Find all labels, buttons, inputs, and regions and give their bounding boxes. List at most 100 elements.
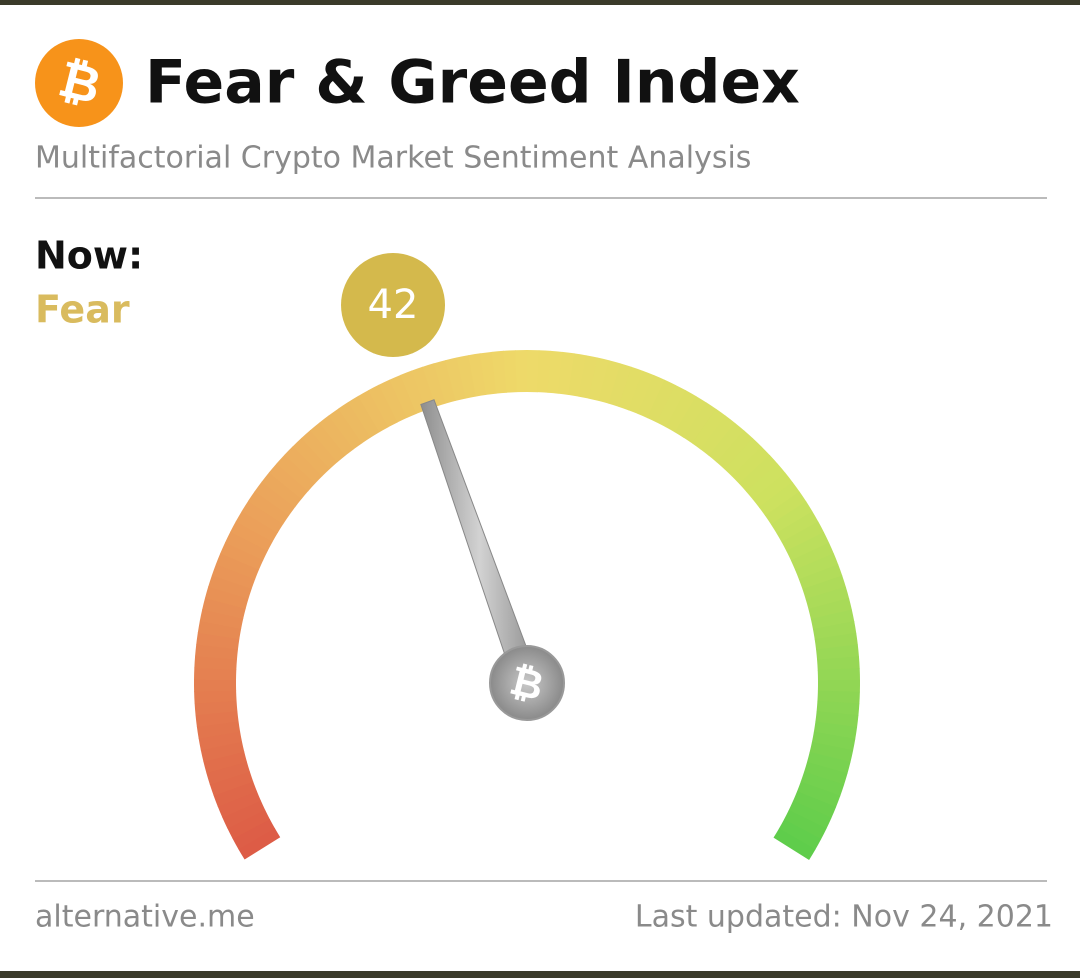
needle-hub: [489, 645, 565, 721]
gauge-arc: [479, 351, 497, 395]
gauge-arc: [194, 655, 237, 670]
gauge-arc: [568, 353, 587, 397]
gauge-arc: [628, 370, 655, 415]
gauge-arc: [598, 360, 621, 404]
gauge-arc: [815, 711, 859, 728]
source: alternative.me: [35, 900, 255, 935]
gauge-arc: [247, 491, 290, 525]
gauge-arc: [758, 481, 800, 517]
gauge-arc: [647, 379, 676, 423]
gauge-arc: [656, 384, 687, 428]
gauge-arc: [608, 363, 633, 407]
gauge-arc: [816, 644, 859, 661]
gauge-arc: [319, 415, 354, 456]
gauge-arc: [786, 531, 830, 561]
gauge-arc: [817, 668, 860, 681]
gauge-arc: [301, 430, 338, 470]
gauge-arc: [213, 781, 257, 807]
gauge-arc: [770, 501, 813, 534]
gauge-arc: [347, 395, 380, 438]
gauge-arc: [284, 446, 323, 484]
gauge-arc: [202, 597, 246, 619]
gauge-arc: [338, 401, 371, 444]
gauge-arc: [745, 463, 786, 500]
gauge-arc: [578, 355, 598, 399]
value-label: 42: [368, 282, 419, 328]
gauge-arc: [193, 679, 237, 692]
gauge-arc: [816, 700, 860, 716]
gauge-arc: [215, 552, 260, 580]
gauge-arc: [194, 700, 238, 716]
now-label: Now:: [35, 234, 143, 278]
gauge-arc: [808, 598, 852, 620]
gauge-arc: [798, 564, 843, 590]
gauge-arc: [217, 790, 261, 818]
gauge-arc: [637, 375, 666, 419]
gauge-arc: [731, 446, 771, 485]
gauge-arc: [196, 632, 240, 650]
gauge-arc: [261, 472, 302, 508]
gauge-arc: [198, 731, 243, 751]
gauge-arc: [716, 430, 754, 470]
gauge-arc: [813, 721, 858, 740]
gauge-arc: [803, 761, 848, 786]
gauge-arc: [411, 366, 437, 411]
gauge-arc: [378, 379, 408, 423]
gauge-arc: [200, 741, 245, 762]
gauge-arc: [792, 791, 837, 819]
top-border: [0, 0, 1080, 5]
gauge-arc: [795, 553, 839, 580]
gauge-arc: [503, 350, 518, 393]
gauge-arc: [778, 819, 822, 850]
gauge-arc: [765, 491, 807, 525]
gauge-arc: [810, 609, 855, 630]
gauge-arc: [194, 690, 237, 704]
gauge-arc: [389, 374, 417, 418]
gauge-arc: [692, 408, 727, 450]
gauge-arc: [227, 809, 270, 839]
gauge-arc: [222, 800, 266, 829]
gauge-arc: [814, 632, 858, 650]
gauge-arc: [739, 454, 778, 492]
gauge-arc: [357, 389, 389, 433]
gauge-arc: [800, 771, 845, 797]
gauge-arc: [817, 679, 860, 693]
gauge-arc: [806, 751, 851, 774]
gauge-arc: [491, 350, 507, 394]
gauge-arc: [665, 390, 697, 433]
gauge-arc: [211, 563, 256, 590]
gauge-arc: [194, 667, 237, 681]
gauge-arc: [204, 586, 249, 609]
gauge-arc: [683, 402, 717, 444]
gauge-arc: [225, 531, 268, 561]
gauge-arc: [368, 384, 398, 428]
gauge-arc: [445, 357, 467, 401]
gauge-arc: [790, 542, 834, 571]
gauge-arc: [773, 828, 816, 860]
gauge-arc: [199, 609, 244, 629]
gauge-arc: [197, 620, 242, 640]
gauge-arc: [254, 481, 296, 516]
gauge-arc: [618, 366, 644, 411]
needle: [420, 399, 539, 688]
gauge-arc: [811, 731, 856, 751]
gauge-arc: [235, 510, 278, 542]
gauge-arc: [195, 710, 239, 728]
gauge-arc: [674, 396, 707, 438]
gauge-arc: [796, 781, 841, 808]
gauge-arc: [817, 690, 860, 705]
gauge-arc: [209, 771, 254, 796]
gauge-arc: [781, 521, 825, 552]
gauge-arc: [328, 408, 363, 450]
gauge-arc: [527, 350, 540, 393]
gauge-arc: [776, 511, 819, 543]
subtitle: Multifactorial Crypto Market Sentiment A…: [35, 141, 751, 176]
gauge-arc: [268, 463, 309, 500]
gauge-arc: [241, 500, 284, 533]
gauge-arc: [433, 360, 456, 404]
gauge-arc: [208, 574, 252, 599]
gauge-arc: [708, 422, 745, 463]
classification: Fear: [35, 288, 130, 332]
gauge-arc: [422, 363, 446, 407]
